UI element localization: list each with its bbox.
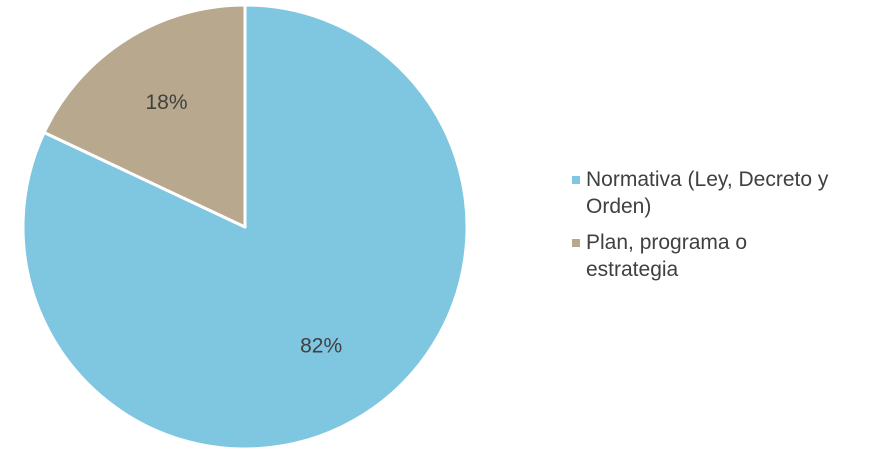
legend-swatch-plan xyxy=(572,239,580,247)
pie-slice-plan xyxy=(42,3,247,229)
data-label-normativa: 82% xyxy=(300,335,342,358)
legend-label-plan-line1: Plan, programa o xyxy=(586,231,748,254)
legend-item-normativa: Normativa (Ley, Decreto y Orden) xyxy=(572,166,882,220)
legend-label-normativa-line1: Normativa (Ley, Decreto y xyxy=(586,168,829,191)
legend-label-plan-line2: estrategia xyxy=(586,258,679,281)
chart-legend: Normativa (Ley, Decreto y Orden) Plan, p… xyxy=(572,166,882,292)
legend-item-plan: Plan, programa o estrategia xyxy=(572,229,882,283)
legend-swatch-normativa xyxy=(572,176,580,184)
legend-label-normativa-line2: Orden) xyxy=(586,195,652,218)
data-label-plan: 18% xyxy=(145,91,187,114)
pie-slice-normativa xyxy=(21,3,469,449)
